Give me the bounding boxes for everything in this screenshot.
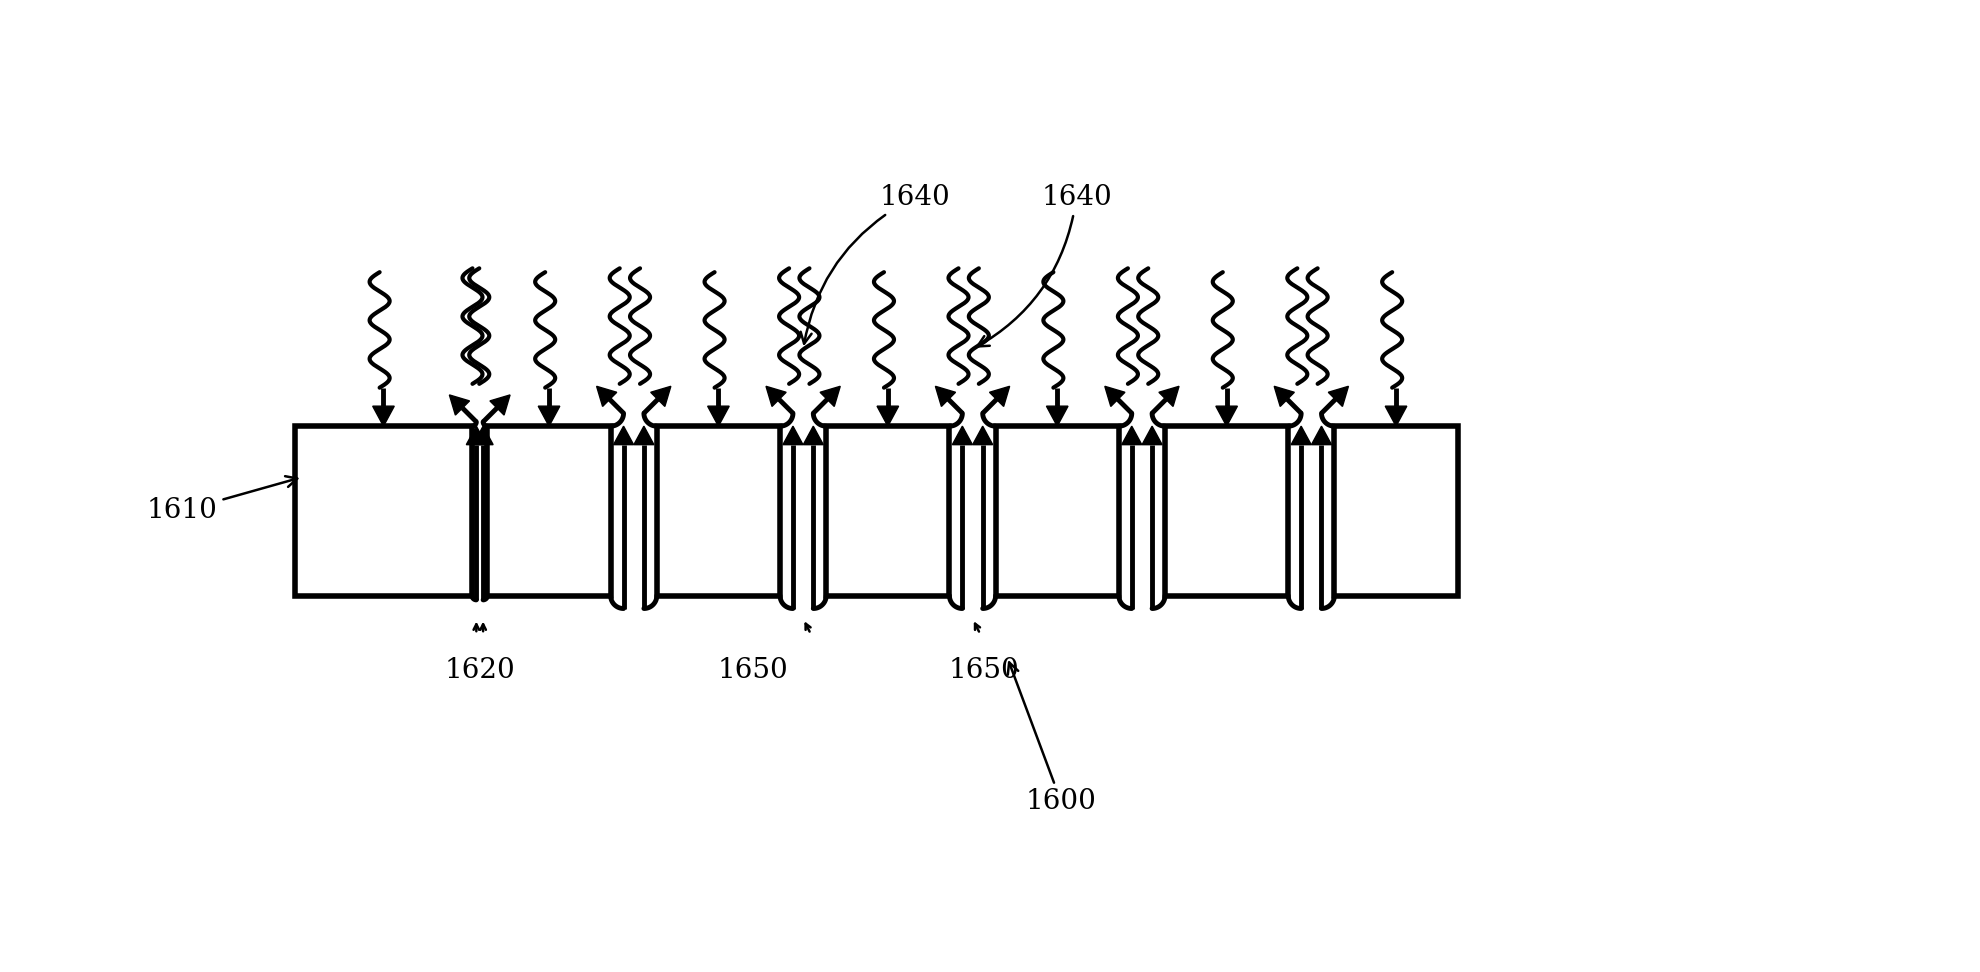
Polygon shape — [473, 426, 493, 444]
Polygon shape — [1045, 406, 1067, 426]
Polygon shape — [1384, 406, 1406, 426]
Text: 1610: 1610 — [147, 476, 297, 524]
Bar — [657, 426, 780, 596]
Bar — [826, 426, 948, 596]
Polygon shape — [766, 386, 786, 406]
Polygon shape — [372, 406, 394, 426]
Text: 1640: 1640 — [800, 184, 950, 344]
Text: 1620: 1620 — [444, 657, 515, 684]
Text: 1640: 1640 — [976, 184, 1111, 346]
Polygon shape — [649, 386, 671, 406]
Polygon shape — [465, 426, 487, 444]
Polygon shape — [988, 386, 1010, 406]
Bar — [1164, 426, 1287, 596]
Polygon shape — [1216, 406, 1238, 426]
Polygon shape — [449, 395, 469, 415]
Polygon shape — [1329, 386, 1348, 406]
Polygon shape — [820, 386, 840, 406]
Bar — [1335, 426, 1457, 596]
Polygon shape — [1142, 426, 1162, 444]
Polygon shape — [1158, 386, 1178, 406]
Polygon shape — [539, 406, 560, 426]
Polygon shape — [489, 395, 509, 415]
Polygon shape — [1121, 426, 1140, 444]
Polygon shape — [877, 406, 899, 426]
Polygon shape — [972, 426, 992, 444]
Bar — [487, 426, 610, 596]
Bar — [996, 426, 1119, 596]
Polygon shape — [1291, 426, 1311, 444]
Polygon shape — [707, 406, 729, 426]
Polygon shape — [1311, 426, 1331, 444]
Polygon shape — [634, 426, 653, 444]
Text: 1650: 1650 — [948, 657, 1020, 684]
Text: 1600: 1600 — [1008, 662, 1097, 816]
Polygon shape — [1105, 386, 1125, 406]
Polygon shape — [935, 386, 954, 406]
Polygon shape — [802, 426, 824, 444]
Polygon shape — [782, 426, 802, 444]
Polygon shape — [952, 426, 972, 444]
Polygon shape — [1273, 386, 1293, 406]
Polygon shape — [614, 426, 634, 444]
Polygon shape — [596, 386, 616, 406]
Text: 1650: 1650 — [717, 657, 788, 684]
Bar — [295, 426, 471, 596]
